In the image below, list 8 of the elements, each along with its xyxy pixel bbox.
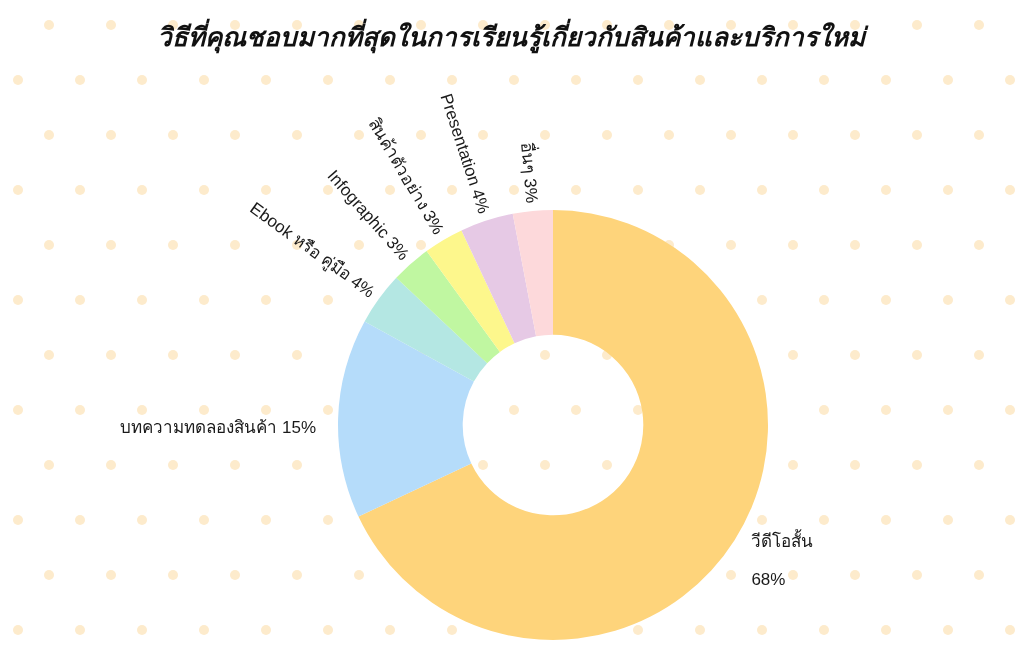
slice-label: อื่นๆ 3% — [516, 141, 545, 204]
donut-slice — [512, 210, 553, 337]
donut-slice — [338, 321, 474, 517]
slice-label: บทความทดลองสินค้า 15% — [120, 418, 317, 438]
chart-title: วิธีที่คุณชอบมากที่สุดในการเรียนรู้เกี่ยวกับสินค้าและบริการใหม่ — [157, 18, 869, 54]
donut-slice — [461, 213, 537, 344]
slice-label: วีดีโอสั้น — [751, 528, 814, 551]
data-label: 68% — [751, 569, 786, 589]
